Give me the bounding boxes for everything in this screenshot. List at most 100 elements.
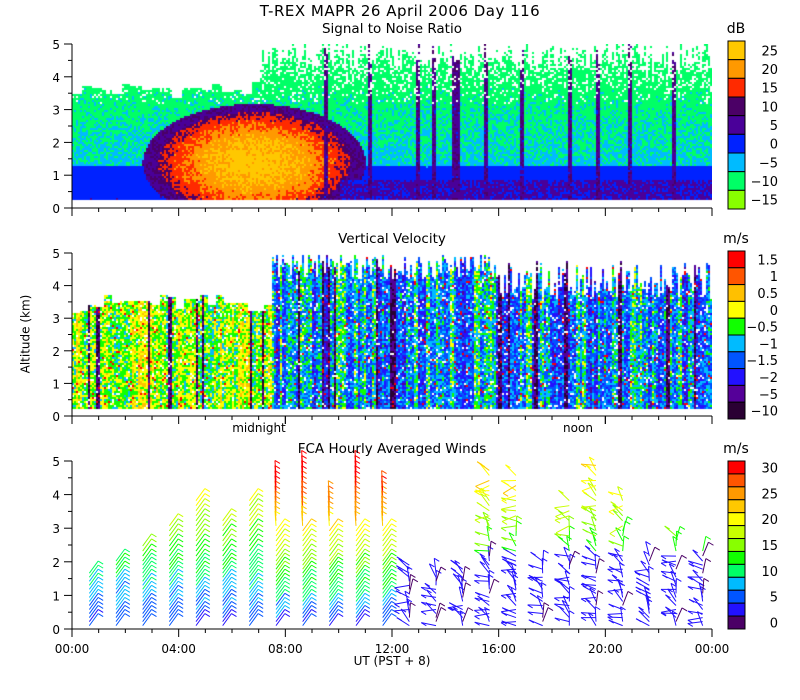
wind-barb: [474, 531, 490, 537]
wind-barb: [355, 548, 366, 562]
wind-barb-feather: [447, 607, 454, 612]
wind-barb: [302, 538, 312, 552]
wind-barb-feather: [151, 568, 157, 573]
wind-barb-feather: [391, 580, 397, 585]
wind-barb: [142, 543, 152, 557]
wind-barb-feather: [582, 507, 589, 512]
wind-barb: [404, 590, 410, 606]
wind-barb-feather: [589, 587, 596, 592]
wind-barb: [302, 568, 312, 582]
wind-barb-feather: [609, 533, 616, 538]
wind-barb: [222, 552, 232, 566]
wind-barb-feather: [599, 558, 605, 563]
wind-barb-feather: [274, 460, 281, 464]
wind-barb-feather: [501, 515, 507, 520]
wind-barb-feather: [611, 574, 618, 579]
wind-barb-feather: [638, 610, 645, 615]
colorbar-label: 15: [761, 82, 778, 97]
wind-barb-feather: [204, 493, 211, 497]
y-tick-label: 0: [52, 202, 60, 216]
wind-barb-feather: [474, 531, 481, 536]
wind-barb-feather: [397, 567, 403, 572]
wind-barb: [328, 576, 339, 590]
wind-barb: [88, 572, 99, 586]
wind-barb-feather: [391, 564, 397, 569]
wind-barb: [195, 564, 206, 578]
wind-barb-feather: [328, 480, 334, 485]
wind-barb-feather: [450, 567, 457, 572]
wind-barb-feather: [364, 533, 371, 538]
colorbar-swatch: [727, 250, 746, 269]
wind-barb: [88, 568, 99, 582]
wind-barb-feather: [396, 556, 403, 561]
wind-barb-feather: [528, 587, 534, 592]
wind-barb-feather: [124, 552, 131, 557]
wind-barb: [355, 568, 366, 582]
wind-barb-feather: [311, 584, 317, 589]
wind-barb-feather: [151, 600, 157, 605]
wind-barb-feather: [391, 588, 397, 593]
wind-barb-feather: [391, 548, 397, 553]
wind-barb-feather: [627, 591, 634, 595]
wind-barb: [355, 593, 366, 606]
wind-barb-feather: [151, 576, 157, 581]
wind-barb-feather: [284, 596, 291, 601]
wind-barb-feather: [500, 527, 507, 532]
wind-barb-feather: [381, 470, 387, 474]
wind-barb: [382, 597, 392, 610]
wind-barb-feather: [585, 598, 591, 603]
wind-barb-feather: [177, 580, 184, 585]
wind-barb-feather: [568, 515, 575, 520]
wind-barb-feather: [284, 580, 291, 585]
wind-barb: [222, 568, 232, 582]
wind-barb-feather: [204, 552, 211, 557]
wind-barb: [474, 574, 490, 578]
wind-barb-feather: [607, 590, 614, 595]
wind-barb: [275, 548, 286, 562]
colorbar-label: 25: [761, 44, 778, 59]
wind-barb-feather: [204, 576, 211, 581]
wind-barb-feather: [660, 562, 667, 567]
wind-barb: [480, 493, 490, 506]
wind-barb-feather: [204, 528, 211, 533]
wind-barb: [698, 582, 704, 598]
wind-barb: [88, 601, 99, 614]
wind-barb: [168, 576, 179, 590]
wind-barb-feather: [364, 523, 371, 528]
wind-barb: [648, 566, 650, 582]
wind-barb-feather: [151, 605, 157, 609]
wind-barb: [248, 560, 259, 574]
wind-barb-feather: [607, 613, 613, 618]
wind-barb: [501, 568, 517, 571]
wind-barb: [382, 576, 392, 590]
wind-barb-feather: [337, 556, 344, 561]
wind-barb-feather: [97, 560, 104, 565]
wind-barb: [542, 550, 545, 566]
wind-barb: [142, 601, 152, 614]
wind-barb-feather: [645, 541, 651, 545]
wind-barb-feather: [177, 584, 184, 589]
wind-barb: [328, 572, 339, 586]
wind-barb-feather: [400, 608, 407, 613]
wind-barb: [248, 513, 259, 527]
wind-barb: [568, 551, 576, 566]
wind-barb-feather: [364, 600, 371, 605]
wind-barb-feather: [97, 568, 104, 573]
wind-barb-feather: [607, 491, 614, 496]
wind-barb: [328, 593, 339, 606]
wind-barb-feather: [648, 565, 654, 570]
wind-barb: [433, 558, 437, 574]
wind-barb-feather: [97, 600, 104, 605]
colorbar-swatch: [727, 615, 746, 630]
wind-barb-feather: [337, 588, 344, 593]
wind-barb: [222, 528, 232, 542]
wind-barb: [142, 609, 152, 622]
y-tick-label: 2: [52, 345, 60, 359]
wind-barb-feather: [354, 449, 361, 454]
wind-barb: [661, 609, 677, 613]
wind-barb-feather: [177, 523, 184, 528]
wind-barb: [328, 528, 339, 542]
wind-barb: [168, 580, 179, 594]
wind-barb-feather: [257, 548, 264, 553]
